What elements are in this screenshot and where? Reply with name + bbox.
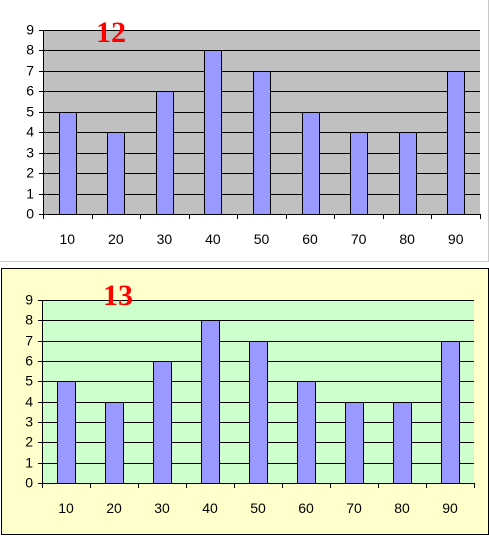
chart-12-x-tick-label: 40 xyxy=(205,231,221,247)
chart-12-y-tick-label: 7 xyxy=(26,63,34,79)
chart-13-y-tick-label: 4 xyxy=(25,394,33,410)
chart-13-bar xyxy=(249,341,268,484)
chart-12-x-tick-label: 60 xyxy=(302,231,318,247)
chart-13-label: 13 xyxy=(103,279,133,312)
chart-12-svg: 0 1 2 3 4 5 6 7 8 9 10 20 30 40 50 60 70 80 90 xyxy=(26,22,481,247)
chart-13-bar xyxy=(57,381,76,484)
chart-13-y-tick-label: 9 xyxy=(25,292,33,308)
chart-12-label: 12 xyxy=(96,16,126,49)
chart-12-x-tick-label: 10 xyxy=(59,231,75,247)
chart-12-x-tick-label: 70 xyxy=(351,231,367,247)
chart-12-y-tick-label: 1 xyxy=(26,186,34,202)
chart-13-x-tick-label: 30 xyxy=(154,500,170,516)
chart-12-y-tick-label: 3 xyxy=(26,145,34,161)
chart-13-x-tick-label: 60 xyxy=(298,500,314,516)
chart-13-x-tick-label: 20 xyxy=(106,500,122,516)
chart-12-x-tick-label: 80 xyxy=(399,231,415,247)
chart-13-y-tick-label: 7 xyxy=(25,333,33,349)
chart-12-y-tick-label: 5 xyxy=(26,104,34,120)
chart-13-x-tick-label: 80 xyxy=(394,500,410,516)
chart-13-x-tick-label: 70 xyxy=(346,500,362,516)
chart-13-bar xyxy=(105,402,124,484)
chart-13-y-tick-label: 2 xyxy=(25,434,33,450)
chart-13-x-tick-label: 10 xyxy=(58,500,74,516)
chart-12-y-tick-label: 9 xyxy=(26,22,34,38)
chart-13-bar xyxy=(393,402,412,484)
chart-12-y-tick-label: 4 xyxy=(26,124,34,140)
chart-12-bar xyxy=(253,71,271,215)
chart-12-bar xyxy=(447,71,465,215)
chart-12-y-tick-label: 0 xyxy=(26,206,34,222)
chart-13-y-tick-label: 1 xyxy=(25,455,33,471)
chart-12-x-tick-label: 50 xyxy=(254,231,270,247)
chart-13-bar xyxy=(201,320,220,484)
chart-12-x-tick-label: 20 xyxy=(108,231,124,247)
chart-12-bar xyxy=(107,132,125,215)
chart-13-x-tick-label: 40 xyxy=(202,500,218,516)
chart-13-bar xyxy=(153,361,172,484)
chart-12-bar xyxy=(399,132,417,215)
chart-13-y-tick-label: 8 xyxy=(25,312,33,328)
chart-12-bar xyxy=(204,50,222,215)
chart-12-bar xyxy=(302,112,320,215)
chart-12-y-tick-label: 2 xyxy=(26,165,34,181)
chart-13-y-tick-label: 5 xyxy=(25,373,33,389)
chart-13-bar xyxy=(297,381,316,484)
chart-12-x-tick-label: 90 xyxy=(448,231,464,247)
chart-13-x-tick-label: 90 xyxy=(442,500,458,516)
chart-13-x-tick-label: 50 xyxy=(250,500,266,516)
chart-12-bar xyxy=(59,112,77,215)
chart-12-bar xyxy=(350,132,368,215)
chart-13-bar xyxy=(441,341,460,484)
chart-13-bar xyxy=(345,402,364,484)
chart-13-y-tick-label: 0 xyxy=(25,475,33,491)
chart-12-y-tick-label: 6 xyxy=(26,83,34,99)
chart-13-y-tick-label: 6 xyxy=(25,353,33,369)
chart-12-y-tick-label: 8 xyxy=(26,42,34,58)
chart-13-y-tick-label: 3 xyxy=(25,414,33,430)
chart-12-x-tick-label: 30 xyxy=(157,231,173,247)
chart-12-bar xyxy=(156,91,174,215)
